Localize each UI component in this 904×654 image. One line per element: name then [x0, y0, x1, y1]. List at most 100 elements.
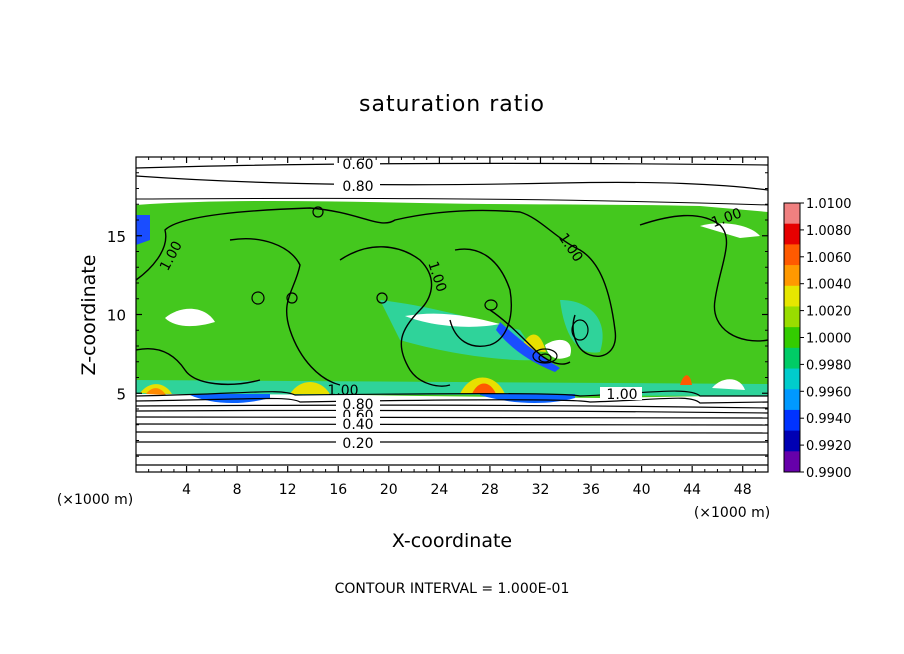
contour-1.00-ring-6: [532, 348, 558, 364]
x-tick-label: 4: [182, 482, 191, 498]
contour-0.60: [136, 162, 768, 169]
colorbar-swatch: [784, 265, 800, 287]
y-axis-title: Z-coordinate: [78, 255, 100, 376]
dry-band-3: [136, 215, 150, 245]
x-tick-label: 48: [734, 482, 752, 498]
colorbar-swatch: [784, 368, 800, 390]
colorbar-label: 0.9900: [806, 466, 852, 481]
x-tick-label: 28: [481, 482, 499, 498]
colorbar-swatch: [784, 203, 800, 225]
x-axis-title: X-coordinate: [392, 530, 512, 552]
colorbar-swatch: [784, 244, 800, 266]
x-tick-label: 44: [683, 482, 701, 498]
contour-label-bg: [600, 387, 642, 400]
contour-1.00-f: [136, 348, 261, 385]
colorbar-label: 1.0060: [806, 251, 852, 266]
contour-1.00-ring-2: [286, 292, 298, 304]
contour-label-0.20: 0.20: [342, 436, 373, 452]
contour-interval-note: CONTOUR INTERVAL = 1.000E-01: [335, 581, 570, 597]
y-axis-ticks: 5 10 15: [107, 172, 768, 457]
hotspot-7: [680, 375, 692, 385]
dry-band-2: [480, 394, 575, 404]
colorbar-label: 1.0040: [806, 278, 852, 293]
dry-band-4: [496, 322, 560, 372]
colorbar-swatch: [784, 430, 800, 452]
dry-pocket-2: [165, 308, 215, 327]
z-unit-label: (×1000 m): [57, 492, 133, 508]
dry-pocket-5: [700, 223, 760, 238]
colorbar-label: 0.9980: [806, 358, 852, 373]
hotspot-3: [290, 382, 330, 394]
contour-1.00-ring-4: [312, 206, 324, 218]
x-unit-label: (×1000 m): [694, 505, 770, 521]
x-tick-label: 16: [329, 482, 347, 498]
y-tick-label: 10: [107, 307, 126, 325]
contour-label-0.80: 0.80: [342, 397, 373, 413]
contour-1.00-ring-1: [251, 291, 265, 305]
contour-1.00-b: [229, 238, 341, 386]
contour-label-0.60-top: 0.60: [342, 157, 373, 173]
contour-1.00-g: [489, 309, 571, 365]
y-tick-label: 15: [107, 228, 126, 246]
contour-lower-2: [136, 397, 768, 404]
contour-label-bg: [336, 436, 380, 450]
contour-label-group: 0.60 0.80 1.00 1.00 1.00 1.00 1.00 1.00 …: [157, 156, 744, 452]
colorbar-label: 1.0000: [806, 332, 852, 347]
contour-label-bg: [334, 178, 380, 193]
colorbar-swatch: [784, 389, 800, 411]
contour-lower-1: [136, 390, 768, 397]
contour-0.80: [136, 175, 768, 191]
contour-0.90: [136, 197, 768, 206]
contour-1.00-c: [339, 246, 451, 387]
chart-title: saturation ratio: [359, 92, 545, 117]
colorbar: 1.0100 1.0080 1.0060 1.0040 1.0020 1.0000 0.99…: [783, 197, 852, 481]
colorbar-label: 0.9960: [806, 385, 852, 400]
contour-label-bg: [336, 397, 380, 410]
contour-lower-4: [136, 409, 768, 414]
x-axis-ticks: 4 8 12 16 20 24 28 32 36 40 44 48: [148, 157, 756, 498]
y-tick-label: 5: [116, 385, 126, 403]
contour-1.00-ring-3: [376, 292, 388, 304]
colorbar-swatch: [784, 285, 800, 307]
contour-1.00-e: [639, 214, 768, 342]
x-tick-label: 40: [633, 482, 651, 498]
colorbar-label: 0.9920: [806, 439, 852, 454]
x-tick-label: 32: [532, 482, 550, 498]
colorbar-swatch: [784, 451, 800, 473]
contour-label-1.00: 1.00: [327, 383, 358, 399]
contour-1.00-ring-8: [571, 319, 589, 341]
colorbar-swatch: [784, 327, 800, 349]
colorbar-label: 0.9940: [806, 412, 852, 427]
field-teal-zone-2: [560, 300, 603, 353]
x-tick-label: 8: [233, 482, 242, 498]
x-tick-label: 36: [582, 482, 600, 498]
contour-1.00-ring-7: [538, 353, 552, 363]
dry-pocket-3: [545, 339, 571, 359]
colorbar-label: 1.0080: [806, 224, 852, 239]
contour-label-bg: [334, 156, 380, 171]
colorbar-swatch: [784, 347, 800, 370]
colorbar-swatch: [784, 223, 800, 245]
contour-1.00-ring-5: [484, 299, 498, 311]
contour-label-bg: [336, 417, 380, 431]
colorbar-swatch: [784, 306, 800, 328]
contour-label-0.80-top: 0.80: [342, 179, 373, 195]
x-tick-label: 12: [279, 482, 297, 498]
colorbar-swatch: [784, 409, 800, 432]
contour-1.00-a: [136, 207, 617, 357]
contour-lower-3: [136, 404, 768, 409]
hotspot-2: [146, 388, 166, 395]
x-tick-label: 24: [430, 482, 448, 498]
hotspot-5: [472, 383, 496, 394]
contour-1.00-d: [449, 248, 512, 347]
contour-label-1.00: 1.00: [606, 387, 637, 403]
x-tick-label: 20: [380, 482, 398, 498]
colorbar-label: 1.0020: [806, 305, 852, 320]
dry-pocket-1: [405, 313, 500, 327]
colorbar-label: 1.0100: [806, 197, 852, 212]
plot-area: 0.60 0.80 1.00 1.00 1.00 1.00 1.00 1.00 …: [135, 156, 769, 473]
dry-pocket-4: [712, 379, 745, 390]
saturation-field: [136, 201, 768, 398]
contour-label-0.40: 0.40: [342, 417, 373, 433]
